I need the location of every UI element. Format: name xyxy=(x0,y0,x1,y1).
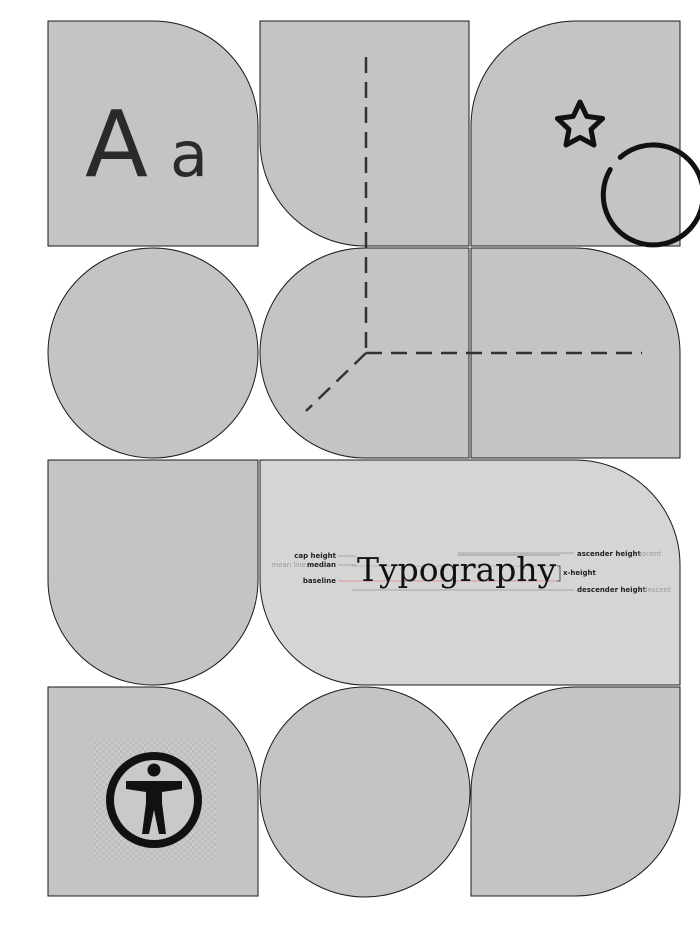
aa-glyph-small: a xyxy=(170,118,208,191)
tile-circle-row2 xyxy=(47,247,259,459)
label-ascent: ascent xyxy=(638,550,662,558)
tile-circle-row4 xyxy=(259,686,471,898)
typography-specimen-panel xyxy=(259,459,681,686)
label-baseline: baseline xyxy=(303,577,336,585)
axes-3d-icon xyxy=(305,57,642,412)
tile-star xyxy=(470,20,681,247)
x-height-bracket xyxy=(557,565,561,582)
label-ascender-height: ascender height xyxy=(577,550,642,558)
label-median: median xyxy=(307,561,336,569)
tile-half-round-bottom xyxy=(47,459,259,686)
tile-quarter-bottom-left xyxy=(259,20,470,247)
label-mean-line: mean line xyxy=(271,561,306,569)
label-descent: descent xyxy=(643,586,671,594)
typography-word: Typography xyxy=(357,550,557,589)
star-in-circle-icon xyxy=(554,99,700,248)
tile-aa xyxy=(47,20,259,247)
tile-leaf-row4 xyxy=(470,686,681,897)
aa-glyph-large: A xyxy=(85,91,148,198)
label-x-height: x-height xyxy=(563,569,597,577)
label-cap-height: cap height xyxy=(294,552,336,560)
label-descender-height: descender height xyxy=(577,586,647,594)
accessibility-icon xyxy=(106,752,202,848)
typography-diagram: Typography cap height mean line median b… xyxy=(271,550,671,594)
